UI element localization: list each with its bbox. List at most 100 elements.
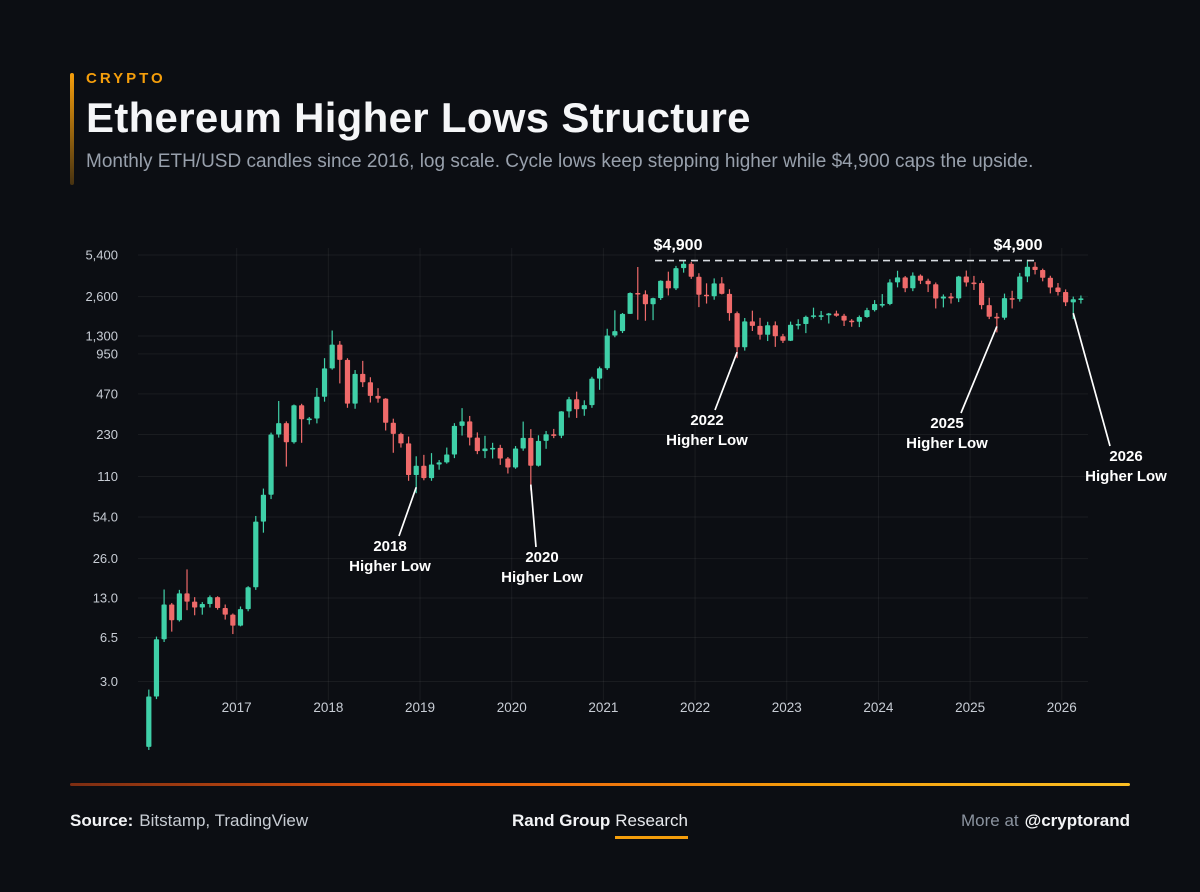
candle-body [956, 276, 962, 299]
candle-body [344, 359, 351, 404]
x-axis-label: 2025 [955, 700, 985, 715]
candle-body [574, 399, 580, 410]
brand-name: Rand Group [512, 811, 611, 830]
candle-body [512, 448, 519, 468]
candle-body [978, 283, 985, 306]
x-axis-label: 2019 [405, 700, 435, 715]
candle-body [795, 323, 801, 326]
x-axis-label: 2017 [222, 700, 252, 715]
more-at-label: More at [960, 811, 1019, 830]
higher-low-annotation: 2022 Higher Low [666, 412, 748, 449]
candle-body [696, 276, 702, 295]
candle-body [1070, 299, 1076, 303]
higher-low-annotation: 2026 Higher Low [1085, 448, 1167, 485]
candle-body [734, 313, 740, 348]
higher-low-annotation: 2020 Higher Low [501, 549, 583, 586]
candle-body [665, 280, 671, 289]
annotation-pointer [529, 484, 537, 548]
candle-body [161, 604, 167, 640]
candle-body [856, 317, 862, 322]
candle-body [528, 437, 534, 466]
annotation-pointer [398, 486, 418, 537]
candle-body [146, 696, 152, 747]
candle-body [635, 292, 641, 295]
y-axis-label: 13.0 [93, 591, 118, 606]
candle-body [543, 434, 549, 441]
candle-body [864, 310, 870, 318]
x-axis-label: 2024 [863, 700, 894, 715]
candle-body [1009, 298, 1015, 300]
candle-body [971, 282, 977, 285]
candle-body [627, 292, 633, 314]
y-axis-label: 950 [96, 346, 118, 361]
candle-body [826, 313, 832, 316]
higher-low-annotation: 2025 Higher Low [906, 415, 988, 452]
candle-body [260, 494, 267, 522]
candle-body [765, 325, 771, 335]
candle-body [230, 614, 236, 626]
candle-body [596, 368, 603, 379]
annotation-pointer [1072, 312, 1111, 447]
resistance-label: $4,900 [994, 237, 1043, 254]
candle-body [383, 398, 389, 423]
candle-body [742, 321, 748, 348]
candle-body [994, 316, 1000, 319]
annotation-pointer [714, 351, 738, 411]
y-axis-label: 54.0 [93, 510, 118, 525]
candle-body [551, 434, 557, 436]
candle-body [390, 422, 396, 434]
candle-body [337, 344, 343, 360]
candle-body [245, 587, 251, 610]
candle-body [642, 294, 649, 305]
candle-body [940, 296, 946, 299]
candle-body [505, 458, 511, 468]
y-axis-label: 5,400 [85, 248, 118, 263]
y-axis-label: 470 [96, 386, 118, 401]
candle-body [849, 320, 855, 323]
candle-body [612, 331, 618, 336]
source-label: Source: [70, 811, 134, 830]
candle-body [474, 437, 480, 452]
candle-body [222, 608, 228, 615]
header: CRYPTO Ethereum Higher Lows Structure Mo… [70, 70, 1034, 185]
candle-body [757, 325, 763, 335]
candle-body [581, 405, 587, 410]
candle-body [490, 447, 496, 450]
candle-body [948, 296, 954, 299]
candle-body [520, 437, 526, 449]
candle-body [1032, 266, 1038, 270]
y-axis-label: 6.5 [100, 630, 118, 645]
accent-bar [70, 73, 74, 185]
source-value: Bitstamp, TradingView [139, 811, 309, 830]
candle-body [566, 399, 572, 412]
resistance-label: $4,900 [654, 237, 703, 254]
page-subtitle: Monthly ETH/USD candles since 2016, log … [86, 151, 1034, 172]
candle-body [405, 443, 412, 475]
candle-body [803, 316, 809, 324]
y-axis-label: 3.0 [100, 674, 118, 689]
candle-body [787, 324, 794, 341]
candle-body [169, 604, 175, 621]
candle-body [650, 298, 656, 305]
candle-body [321, 368, 328, 397]
candle-body [925, 280, 931, 285]
candle-body [314, 396, 320, 419]
candle-body [268, 434, 274, 495]
candle-body [879, 303, 885, 306]
candle-body [253, 521, 259, 588]
candle-body [192, 601, 198, 608]
candle-body [421, 465, 427, 479]
x-axis-label: 2020 [497, 700, 527, 715]
social-handle: @cryptorand [1024, 811, 1130, 830]
annotation-pointer [960, 326, 998, 414]
candle-body [291, 405, 297, 443]
y-axis-label: 230 [96, 427, 118, 442]
candle-body [1001, 298, 1008, 318]
footer-divider [70, 783, 1130, 786]
candle-body [1024, 266, 1031, 277]
candle-body [535, 440, 542, 466]
candle-body [398, 433, 404, 444]
source-credit: Source: Bitstamp, TradingView [70, 811, 308, 831]
candle-body [482, 448, 488, 452]
y-axis-label: 1,300 [85, 329, 118, 344]
